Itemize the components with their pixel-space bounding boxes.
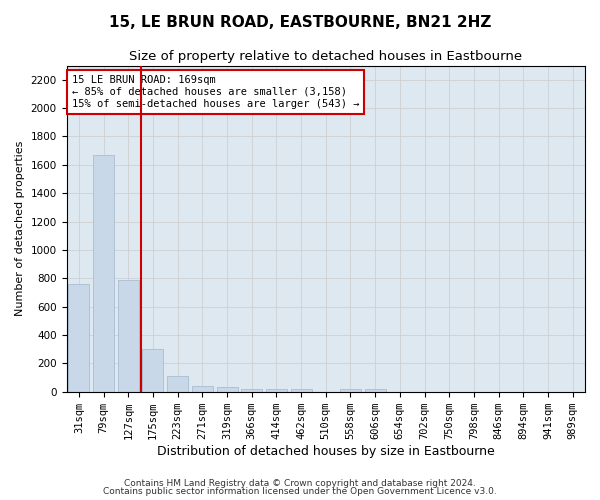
- Bar: [93, 155, 114, 392]
- Bar: [192, 386, 213, 392]
- Bar: [68, 284, 89, 392]
- X-axis label: Distribution of detached houses by size in Eastbourne: Distribution of detached houses by size …: [157, 444, 494, 458]
- Bar: [118, 280, 139, 392]
- Text: 15 LE BRUN ROAD: 169sqm
← 85% of detached houses are smaller (3,158)
15% of semi: 15 LE BRUN ROAD: 169sqm ← 85% of detache…: [72, 76, 359, 108]
- Bar: [217, 388, 238, 392]
- Bar: [241, 389, 262, 392]
- Y-axis label: Number of detached properties: Number of detached properties: [15, 141, 25, 316]
- Bar: [290, 389, 311, 392]
- Text: Contains HM Land Registry data © Crown copyright and database right 2024.: Contains HM Land Registry data © Crown c…: [124, 478, 476, 488]
- Text: 15, LE BRUN ROAD, EASTBOURNE, BN21 2HZ: 15, LE BRUN ROAD, EASTBOURNE, BN21 2HZ: [109, 15, 491, 30]
- Title: Size of property relative to detached houses in Eastbourne: Size of property relative to detached ho…: [129, 50, 523, 63]
- Bar: [142, 349, 163, 392]
- Bar: [167, 376, 188, 392]
- Bar: [266, 389, 287, 392]
- Bar: [365, 389, 386, 392]
- Bar: [340, 389, 361, 392]
- Text: Contains public sector information licensed under the Open Government Licence v3: Contains public sector information licen…: [103, 488, 497, 496]
